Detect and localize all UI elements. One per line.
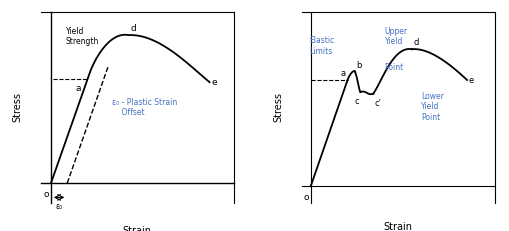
- Text: Yield
Strength: Yield Strength: [66, 27, 99, 46]
- Text: Strain: Strain: [123, 226, 152, 231]
- Text: a: a: [76, 84, 81, 93]
- Text: o: o: [43, 190, 49, 199]
- Text: e: e: [468, 76, 473, 85]
- Text: Elastic
Limits: Elastic Limits: [308, 36, 334, 56]
- Text: ε₀ - Plastic Strain
    Offset: ε₀ - Plastic Strain Offset: [112, 98, 177, 117]
- Text: d: d: [413, 39, 418, 48]
- Text: Point: Point: [384, 63, 403, 72]
- Text: Stress: Stress: [13, 92, 22, 122]
- Text: Strain: Strain: [383, 222, 412, 231]
- Text: Lower
Yield
Point: Lower Yield Point: [420, 92, 443, 122]
- Text: d: d: [130, 24, 136, 33]
- Text: a: a: [340, 69, 345, 78]
- Text: Upper
Yield: Upper Yield: [384, 27, 407, 46]
- Text: c: c: [354, 97, 359, 106]
- Text: ε₀: ε₀: [55, 202, 63, 211]
- Text: e: e: [211, 78, 217, 87]
- Text: Stress: Stress: [273, 92, 283, 122]
- Text: o: o: [303, 193, 308, 202]
- Text: b: b: [355, 61, 360, 70]
- Text: cʹ: cʹ: [374, 99, 380, 108]
